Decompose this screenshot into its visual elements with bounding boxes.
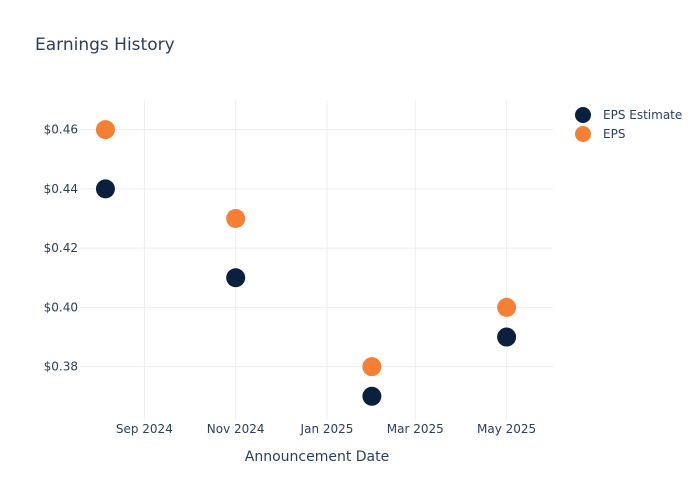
data-point[interactable]: EPS Estimate: 0.44 — [95, 179, 115, 199]
legend-marker — [575, 107, 591, 123]
grid-lines — [80, 100, 553, 420]
x-tick-label: Sep 2024 — [116, 422, 173, 436]
y-tick-label: $0.42 — [44, 241, 78, 255]
x-tick-label: Nov 2024 — [207, 422, 265, 436]
data-point[interactable]: EPS Estimate: 0.39 — [497, 327, 517, 347]
chart-title: Earnings History — [35, 35, 175, 55]
data-point[interactable]: EPS: 0.43 — [226, 209, 246, 229]
y-tick-label: $0.40 — [44, 300, 78, 314]
data-points: EPS Estimate: 0.44 EPS Estimate: 0.41 EPS … — [95, 120, 517, 406]
legend-label: EPS — [603, 127, 625, 141]
x-tick-label: Mar 2025 — [387, 422, 444, 436]
legend-item[interactable]: EPS Estimate — [575, 107, 682, 123]
y-tick-label: $0.38 — [44, 360, 78, 374]
y-tick-label: $0.46 — [44, 123, 78, 137]
series-eps-estimate: EPS Estimate: 0.44 EPS Estimate: 0.41 EPS … — [95, 179, 517, 406]
legend-label: EPS Estimate — [603, 108, 682, 122]
y-axis-ticks: $0.38 $0.40 $0.42 $0.44 $0.46 — [44, 123, 78, 374]
data-point[interactable]: EPS Estimate: 0.37 — [362, 386, 382, 406]
series-eps: EPS: 0.46 EPS: 0.43 EPS: 0.38 EPS: 0.4 — [95, 120, 517, 377]
data-point[interactable]: EPS: 0.46 — [95, 120, 115, 140]
data-point[interactable]: EPS: 0.38 — [362, 357, 382, 377]
x-axis-title: Announcement Date — [245, 449, 389, 465]
y-tick-label: $0.44 — [44, 182, 78, 196]
x-tick-label: Jan 2025 — [300, 422, 354, 436]
x-tick-label: May 2025 — [477, 422, 536, 436]
data-point[interactable]: EPS: 0.4 — [497, 297, 517, 317]
data-point[interactable]: EPS Estimate: 0.41 — [226, 268, 246, 288]
legend-item[interactable]: EPS — [575, 126, 625, 142]
legend[interactable]: EPS Estimate EPS — [575, 107, 682, 142]
x-axis-ticks: Sep 2024 Nov 2024 Jan 2025 Mar 2025 May 2025 — [116, 422, 536, 436]
legend-marker — [575, 126, 591, 142]
